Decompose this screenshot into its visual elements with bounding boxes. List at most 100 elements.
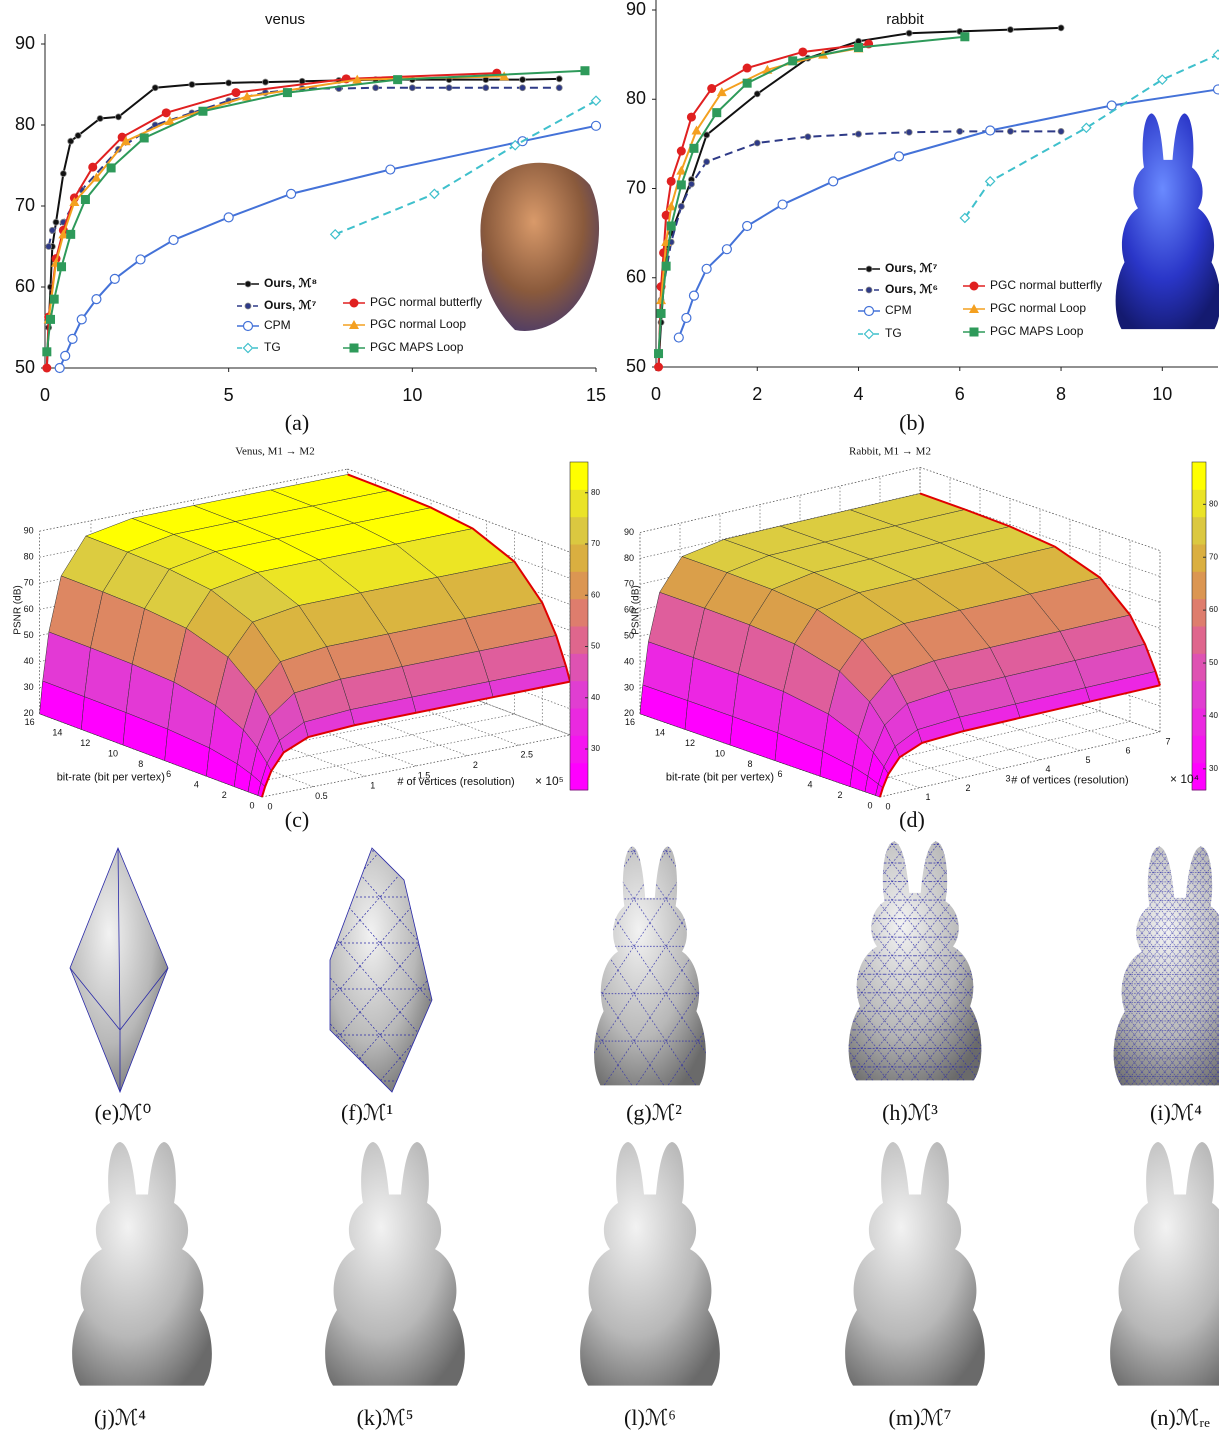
mesh-caption: (k)ℳ⁵ (357, 1405, 414, 1430)
x-tick-label: 2 (837, 790, 842, 800)
colorbar-band (1192, 735, 1206, 763)
colorbar-tick-label: 70 (1209, 552, 1218, 561)
marker (520, 85, 526, 91)
marker (136, 255, 145, 264)
x-tick-label: 8 (1056, 384, 1066, 404)
colorbar-band (1192, 681, 1206, 709)
colorbar-band (570, 708, 588, 736)
marker (1007, 27, 1013, 33)
y-tick-label: 50 (15, 357, 35, 377)
mesh-caption: (h)ℳ³ (882, 1100, 938, 1125)
marker (970, 328, 979, 337)
marker (778, 200, 787, 209)
marker (55, 364, 64, 373)
marker (483, 85, 489, 91)
marker (244, 344, 253, 353)
marker (46, 315, 55, 324)
marker (393, 75, 402, 84)
colorbar-tick-label: 60 (591, 590, 600, 599)
x-tick-label: 12 (685, 738, 695, 748)
z-tick-label: 60 (24, 604, 34, 614)
mesh-k (325, 1142, 465, 1386)
colorbar-tick-label: 30 (591, 744, 600, 753)
z-axis-label: PSNR (dB) (13, 585, 24, 634)
marker (232, 88, 241, 97)
x-tick-label: 4 (194, 780, 199, 790)
marker (1214, 85, 1219, 94)
z-tick-label: 80 (24, 552, 34, 562)
mesh-caption: (j)ℳ⁴ (94, 1405, 146, 1430)
x-tick-label: 14 (52, 728, 62, 738)
marker (60, 171, 66, 177)
colorbar-band (570, 681, 588, 709)
y-tick-label: 90 (626, 0, 646, 19)
y-tick-label: 6 (1125, 746, 1130, 756)
marker (386, 165, 395, 174)
marker (224, 213, 233, 222)
axis-multiplier: × 10⁴ (1170, 772, 1199, 786)
mesh-m2 (594, 846, 706, 1085)
marker (592, 121, 601, 130)
series-line (659, 28, 1062, 367)
y-tick-label: 2 (473, 760, 478, 770)
legend-label: Ours, ℳ⁷ (885, 261, 938, 275)
marker (829, 177, 838, 186)
legend-label: PGC normal Loop (370, 317, 466, 331)
y-tick-label: 0.5 (315, 791, 328, 801)
legend-label: PGC normal Loop (990, 301, 1086, 315)
mesh-caption: (n)ℳᵣₑ (1150, 1405, 1210, 1430)
surface-chart: 2030405060708090024681012141600.511.522.… (13, 446, 601, 833)
marker (743, 79, 752, 88)
insets (480, 113, 1219, 331)
colorbar-tick-label: 50 (591, 642, 600, 651)
marker (115, 114, 121, 120)
x-tick-label: 10 (108, 748, 118, 758)
marker (350, 299, 359, 308)
legend-label: TG (885, 326, 902, 340)
marker (446, 85, 452, 91)
marker (53, 219, 59, 225)
marker (81, 195, 90, 204)
marker (350, 344, 359, 353)
marker (245, 281, 251, 287)
y-tick-label: 2 (965, 783, 970, 793)
marker (77, 315, 86, 324)
marker (97, 116, 103, 122)
z-tick-label: 30 (624, 682, 634, 692)
series-line (661, 48, 858, 300)
y-tick-label: 80 (15, 114, 35, 134)
colorbar-tick-label: 40 (591, 693, 600, 702)
figure: venus(a)5060708090051015Ours, ℳ⁸Ours, ℳ⁷… (0, 0, 1219, 1448)
y-tick-label: 0 (885, 801, 890, 811)
marker (805, 134, 811, 140)
mesh-caption: (g)ℳ² (626, 1100, 682, 1125)
marker (788, 56, 797, 65)
y-tick-label: 60 (15, 276, 35, 296)
colorbar-band (570, 599, 588, 627)
marker (687, 113, 696, 122)
z-tick-label: 90 (624, 527, 634, 537)
legend-label: TG (264, 340, 281, 354)
caption: (d) (899, 807, 925, 832)
marker (957, 128, 963, 134)
colorbar-band (570, 489, 588, 517)
page: {"chart_data": [ {"type": "line", "title… (0, 0, 1219, 1448)
marker (743, 64, 752, 73)
marker (798, 47, 807, 56)
marker (66, 230, 75, 239)
venus-inset (480, 163, 599, 331)
marker (906, 129, 912, 135)
z-tick-label: 40 (624, 656, 634, 666)
marker (49, 227, 55, 233)
colorbar-band (1192, 517, 1206, 545)
marker (854, 43, 863, 52)
colorbar-band (570, 544, 588, 572)
caption: (b) (899, 410, 925, 435)
marker (856, 131, 862, 137)
mesh-m (845, 1142, 985, 1386)
marker (226, 80, 232, 86)
marker (331, 230, 340, 239)
y-tick-label: 0 (267, 801, 272, 811)
marker (520, 77, 526, 83)
marker (283, 88, 292, 97)
